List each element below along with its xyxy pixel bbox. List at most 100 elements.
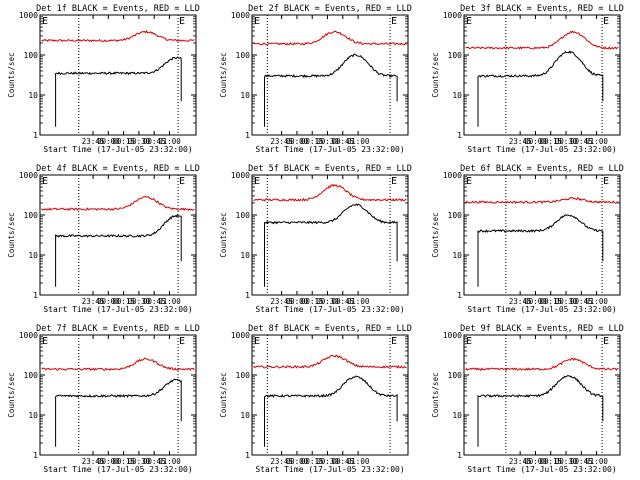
x-tick-label: 01:00 — [347, 297, 370, 306]
x-tick-label: 23:45 — [270, 137, 293, 146]
marker-e-left: E — [42, 16, 48, 27]
y-tick-label: 1 — [33, 291, 38, 300]
plot-frame — [463, 334, 621, 456]
y-tick-label: 100 — [24, 371, 39, 380]
x-tick-label: 00:30 — [316, 297, 339, 306]
panel-title: Det 1f BLACK = Events, RED = LLD — [36, 4, 200, 14]
y-tick-label: 10 — [28, 411, 38, 420]
y-axis-label: Counts/sec — [219, 372, 228, 417]
y-tick-label: 1000 — [443, 171, 462, 180]
x-tick-label: 00:15 — [112, 137, 135, 146]
y-tick-label: 100 — [448, 51, 463, 60]
series-lld-line — [465, 196, 619, 205]
plot-frame — [251, 334, 409, 456]
marker-e-left: E — [254, 176, 260, 187]
y-tick-label: 100 — [24, 211, 39, 220]
x-tick-label: 00:00 — [524, 297, 547, 306]
series-lld-line — [465, 30, 619, 50]
x-tick-label: 23:45 — [509, 137, 532, 146]
x-tick-label: 00:30 — [555, 297, 578, 306]
panel-title: Det 7f BLACK = Events, RED = LLD — [36, 324, 200, 334]
y-tick-label: 1 — [457, 291, 462, 300]
marker-e-left: E — [42, 336, 48, 347]
x-tick-label: 23:45 — [270, 297, 293, 306]
y-tick-label: 10 — [240, 411, 250, 420]
marker-e-left: E — [42, 176, 48, 187]
plot-frame — [251, 14, 409, 136]
x-tick-label: 00:30 — [316, 457, 339, 466]
x-tick-label: 01:00 — [347, 137, 370, 146]
panel-det-3: Det 3f BLACK = Events, RED = LLD 1 10 100 10… — [431, 4, 624, 154]
marker-e-right: E — [603, 16, 609, 27]
y-tick-label: 1000 — [443, 11, 462, 20]
x-tick-label: 00:30 — [316, 137, 339, 146]
x-axis-label: Start Time (17-Jul-05 23:32:00) — [255, 305, 404, 314]
x-tick-label: 00:15 — [301, 297, 324, 306]
x-tick-label: 00:00 — [524, 457, 547, 466]
y-tick-label: 1 — [33, 451, 38, 460]
marker-e-right: E — [179, 16, 185, 27]
y-tick-label: 10 — [28, 91, 38, 100]
x-axis-label: Start Time (17-Jul-05 23:32:00) — [467, 145, 616, 154]
marker-e-right: E — [603, 176, 609, 187]
marker-e-right: E — [603, 336, 609, 347]
x-axis-label: Start Time (17-Jul-05 23:32:00) — [43, 465, 192, 474]
x-tick-label: 23:45 — [509, 297, 532, 306]
x-tick-label: 00:45 — [332, 457, 355, 466]
y-tick-label: 1000 — [231, 171, 250, 180]
marker-e-right: E — [179, 176, 185, 187]
x-tick-label: 00:30 — [128, 457, 151, 466]
y-axis-label: Counts/sec — [7, 372, 16, 417]
x-tick-label: 00:15 — [301, 457, 324, 466]
panel-title: Det 8f BLACK = Events, RED = LLD — [248, 324, 412, 334]
x-tick-label: 00:45 — [143, 457, 166, 466]
y-tick-label: 1 — [245, 291, 250, 300]
x-tick-label: 00:00 — [286, 457, 309, 466]
panel-det-5: Det 5f BLACK = Events, RED = LLD 1 10 100 10… — [219, 164, 412, 314]
y-axis-label: Counts/sec — [219, 52, 228, 97]
x-tick-label: 00:45 — [570, 457, 593, 466]
x-axis-label: Start Time (17-Jul-05 23:32:00) — [255, 465, 404, 474]
marker-e-right: E — [179, 336, 185, 347]
plot-frame — [463, 14, 621, 136]
y-tick-label: 1000 — [443, 331, 462, 340]
series-events-line — [477, 214, 604, 287]
y-tick-label: 100 — [236, 211, 251, 220]
x-tick-label: 23:45 — [509, 457, 532, 466]
y-tick-label: 10 — [452, 411, 462, 420]
x-tick-label: 00:45 — [143, 137, 166, 146]
y-axis-label: Counts/sec — [431, 52, 440, 97]
series-lld-line — [253, 183, 407, 202]
panel-det-6: Det 6f BLACK = Events, RED = LLD 1 10 100 10… — [431, 164, 624, 314]
x-tick-label: 00:00 — [97, 137, 120, 146]
y-tick-label: 100 — [24, 51, 39, 60]
x-tick-label: 00:00 — [286, 297, 309, 306]
series-events-line — [264, 53, 398, 127]
series-lld-line — [41, 357, 195, 372]
x-tick-label: 23:45 — [82, 297, 105, 306]
y-tick-label: 1 — [245, 131, 250, 140]
y-tick-label: 1000 — [231, 11, 250, 20]
x-tick-label: 01:00 — [347, 457, 370, 466]
x-axis-label: Start Time (17-Jul-05 23:32:00) — [467, 305, 616, 314]
x-tick-label: 00:30 — [555, 137, 578, 146]
marker-e-right: E — [391, 176, 397, 187]
x-tick-label: 00:45 — [570, 137, 593, 146]
y-tick-label: 100 — [236, 51, 251, 60]
y-tick-label: 1 — [457, 451, 462, 460]
panel-title: Det 9f BLACK = Events, RED = LLD — [460, 324, 624, 334]
y-tick-label: 1000 — [19, 331, 38, 340]
series-lld-line — [253, 30, 407, 46]
y-axis-label: Counts/sec — [431, 372, 440, 417]
x-tick-label: 01:00 — [158, 297, 181, 306]
x-tick-label: 00:15 — [112, 457, 135, 466]
marker-e-left: E — [466, 176, 472, 187]
y-tick-label: 1000 — [19, 171, 38, 180]
series-events-line — [55, 213, 182, 287]
y-tick-label: 1 — [457, 131, 462, 140]
x-axis-label: Start Time (17-Jul-05 23:32:00) — [43, 145, 192, 154]
marker-e-right: E — [391, 336, 397, 347]
y-tick-label: 100 — [448, 371, 463, 380]
series-events-line — [55, 378, 182, 447]
